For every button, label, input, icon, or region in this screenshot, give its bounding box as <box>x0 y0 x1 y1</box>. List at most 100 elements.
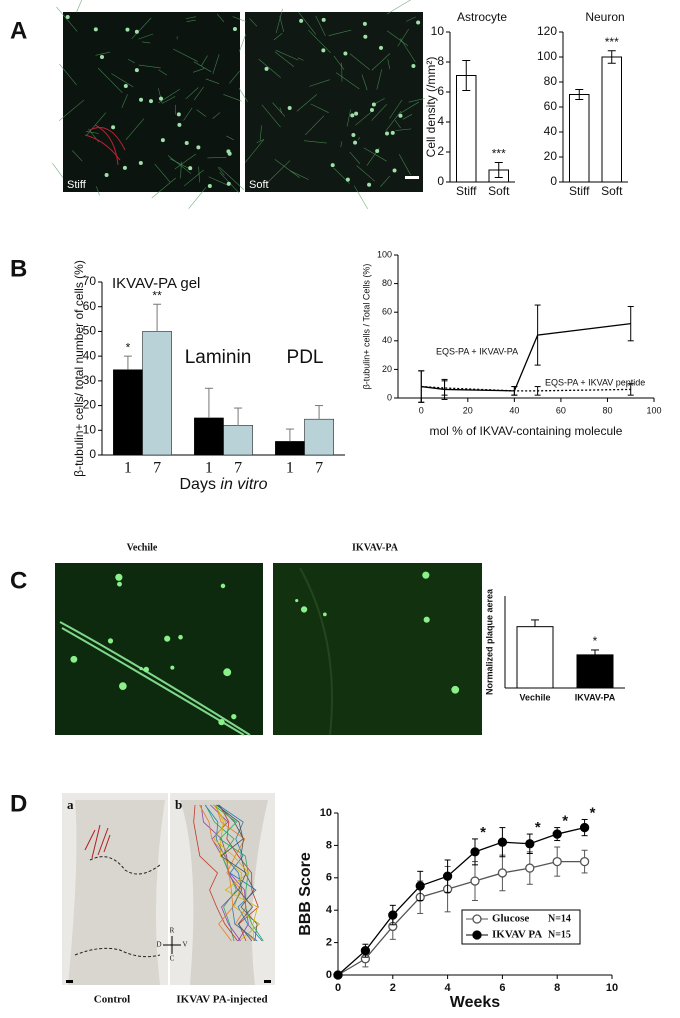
y-tick-label: 60 <box>83 299 97 313</box>
marker <box>525 839 535 849</box>
texture <box>164 635 171 642</box>
y-tick-label: 0 <box>326 969 332 981</box>
x-tick-label: 1 <box>286 460 294 477</box>
texture <box>308 29 331 54</box>
y-tick-label: 20 <box>382 364 392 374</box>
legend-n: N=15 <box>548 929 571 940</box>
significance: * <box>480 824 486 841</box>
marker <box>360 946 371 956</box>
texture <box>256 139 265 144</box>
texture <box>151 177 176 199</box>
texture <box>89 856 161 875</box>
compass-label: D <box>156 941 161 949</box>
texture <box>134 29 139 34</box>
texture <box>385 110 402 131</box>
texture <box>84 824 111 859</box>
texture <box>321 17 326 22</box>
x-tick-label: 60 <box>556 405 566 415</box>
texture <box>226 149 231 154</box>
x-tick-label: 10 <box>606 982 618 994</box>
texture <box>295 598 299 603</box>
y-tick-label: 60 <box>382 307 392 317</box>
texture <box>389 99 403 119</box>
bar <box>456 75 477 183</box>
series-label: EQS-PA + IKVAV peptide <box>545 377 645 387</box>
texture <box>167 155 192 174</box>
texture <box>115 573 123 581</box>
panel-label: A <box>10 17 27 44</box>
x-tick-label: 80 <box>602 405 612 415</box>
texture <box>398 154 411 175</box>
texture <box>380 175 391 187</box>
y-tick-label: 100 <box>537 49 557 63</box>
x-tick-label: Stiff <box>456 184 477 198</box>
texture <box>273 33 283 41</box>
y-axis-label: Normalized plaque aerea <box>484 588 494 695</box>
x-tick-label: IKVAV-PA <box>575 692 616 702</box>
series-line <box>337 826 585 976</box>
significance: * <box>593 634 598 648</box>
texture <box>422 571 430 579</box>
texture <box>216 804 254 942</box>
texture <box>239 33 247 52</box>
bar <box>569 94 590 183</box>
texture <box>196 145 201 150</box>
y-tick-label: 20 <box>544 149 558 163</box>
marker <box>470 847 480 857</box>
texture <box>356 165 376 182</box>
y-axis-label: β-tubulin+ cells / Total Cells (%) <box>361 264 371 390</box>
y-tick-label: 40 <box>83 348 97 362</box>
texture <box>173 48 198 62</box>
x-axis-label: Days in vitro <box>179 476 267 493</box>
x-axis-label: in vitro <box>220 476 267 493</box>
texture <box>96 186 100 196</box>
texture <box>296 94 318 112</box>
texture <box>304 115 325 136</box>
y-tick-label: 100 <box>377 249 392 259</box>
texture <box>451 685 460 694</box>
texture <box>193 61 212 73</box>
image-caption: Stiff <box>67 179 87 191</box>
texture <box>264 66 269 71</box>
texture <box>310 103 329 113</box>
y-tick-label: 40 <box>544 124 558 138</box>
texture <box>330 163 335 168</box>
texture <box>217 167 225 176</box>
texture <box>216 13 225 23</box>
texture <box>261 104 281 128</box>
texture <box>367 182 372 187</box>
texture <box>199 804 234 942</box>
x-axis-label: Days <box>179 476 215 493</box>
texture <box>371 103 388 121</box>
texture <box>158 69 168 76</box>
x-tick-label: Soft <box>488 184 510 198</box>
y-axis-label: β-tubulin+ cells/ total number of cells … <box>72 260 86 477</box>
y-axis-label: BBB Score <box>297 852 314 936</box>
significance: * <box>126 340 131 354</box>
texture <box>369 108 374 113</box>
x-tick-label: 1 <box>124 460 132 477</box>
texture <box>217 804 258 942</box>
texture <box>142 41 151 44</box>
significance: * <box>535 819 541 836</box>
texture <box>335 72 360 90</box>
y-tick-label: 2 <box>326 937 332 949</box>
y-tick-label: 6 <box>437 84 444 98</box>
texture <box>52 163 64 178</box>
texture <box>125 118 145 141</box>
texture <box>400 101 420 114</box>
texture <box>394 120 401 129</box>
texture <box>185 16 196 20</box>
texture <box>205 78 220 84</box>
panel-label: B <box>10 255 27 282</box>
texture <box>183 107 193 121</box>
texture <box>158 96 163 101</box>
texture <box>201 55 208 67</box>
marker <box>579 822 590 833</box>
y-tick-label: 4 <box>437 114 444 128</box>
x-tick-label: 0 <box>419 405 424 415</box>
texture <box>315 15 326 36</box>
x-tick-label: Soft <box>601 184 623 198</box>
chart-title: Neuron <box>585 10 624 24</box>
texture <box>143 666 149 673</box>
